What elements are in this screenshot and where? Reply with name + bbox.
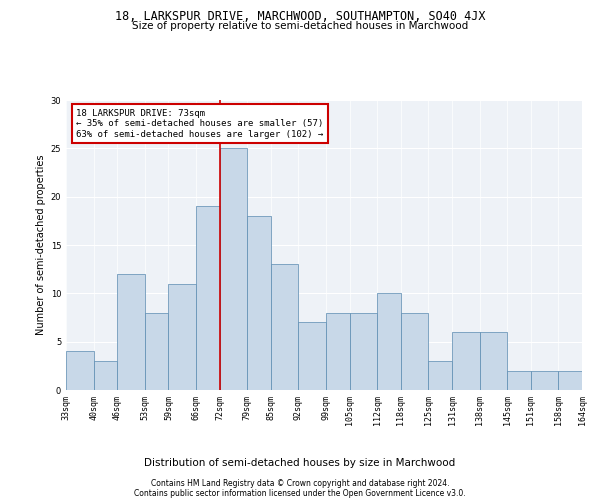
- Bar: [66, 352, 94, 390]
- Text: 18 LARKSPUR DRIVE: 73sqm
← 35% of semi-detached houses are smaller (57)
63% of s: 18 LARKSPUR DRIVE: 73sqm ← 35% of semi-d…: [76, 108, 323, 138]
- Bar: [531, 370, 559, 390]
- Bar: [377, 294, 401, 390]
- Bar: [401, 312, 428, 390]
- Y-axis label: Number of semi-detached properties: Number of semi-detached properties: [37, 155, 46, 336]
- Bar: [452, 332, 479, 390]
- Bar: [350, 312, 377, 390]
- Bar: [196, 206, 220, 390]
- Text: 18, LARKSPUR DRIVE, MARCHWOOD, SOUTHAMPTON, SO40 4JX: 18, LARKSPUR DRIVE, MARCHWOOD, SOUTHAMPT…: [115, 10, 485, 23]
- Bar: [428, 361, 452, 390]
- Bar: [145, 312, 169, 390]
- Text: Distribution of semi-detached houses by size in Marchwood: Distribution of semi-detached houses by …: [145, 458, 455, 468]
- Bar: [479, 332, 507, 390]
- Text: Contains public sector information licensed under the Open Government Licence v3: Contains public sector information licen…: [134, 490, 466, 498]
- Bar: [220, 148, 247, 390]
- Bar: [247, 216, 271, 390]
- Bar: [326, 312, 350, 390]
- Bar: [117, 274, 145, 390]
- Bar: [169, 284, 196, 390]
- Text: Size of property relative to semi-detached houses in Marchwood: Size of property relative to semi-detach…: [132, 21, 468, 31]
- Text: Contains HM Land Registry data © Crown copyright and database right 2024.: Contains HM Land Registry data © Crown c…: [151, 480, 449, 488]
- Bar: [559, 370, 582, 390]
- Bar: [271, 264, 298, 390]
- Bar: [582, 370, 600, 390]
- Bar: [298, 322, 326, 390]
- Bar: [94, 361, 117, 390]
- Bar: [507, 370, 531, 390]
